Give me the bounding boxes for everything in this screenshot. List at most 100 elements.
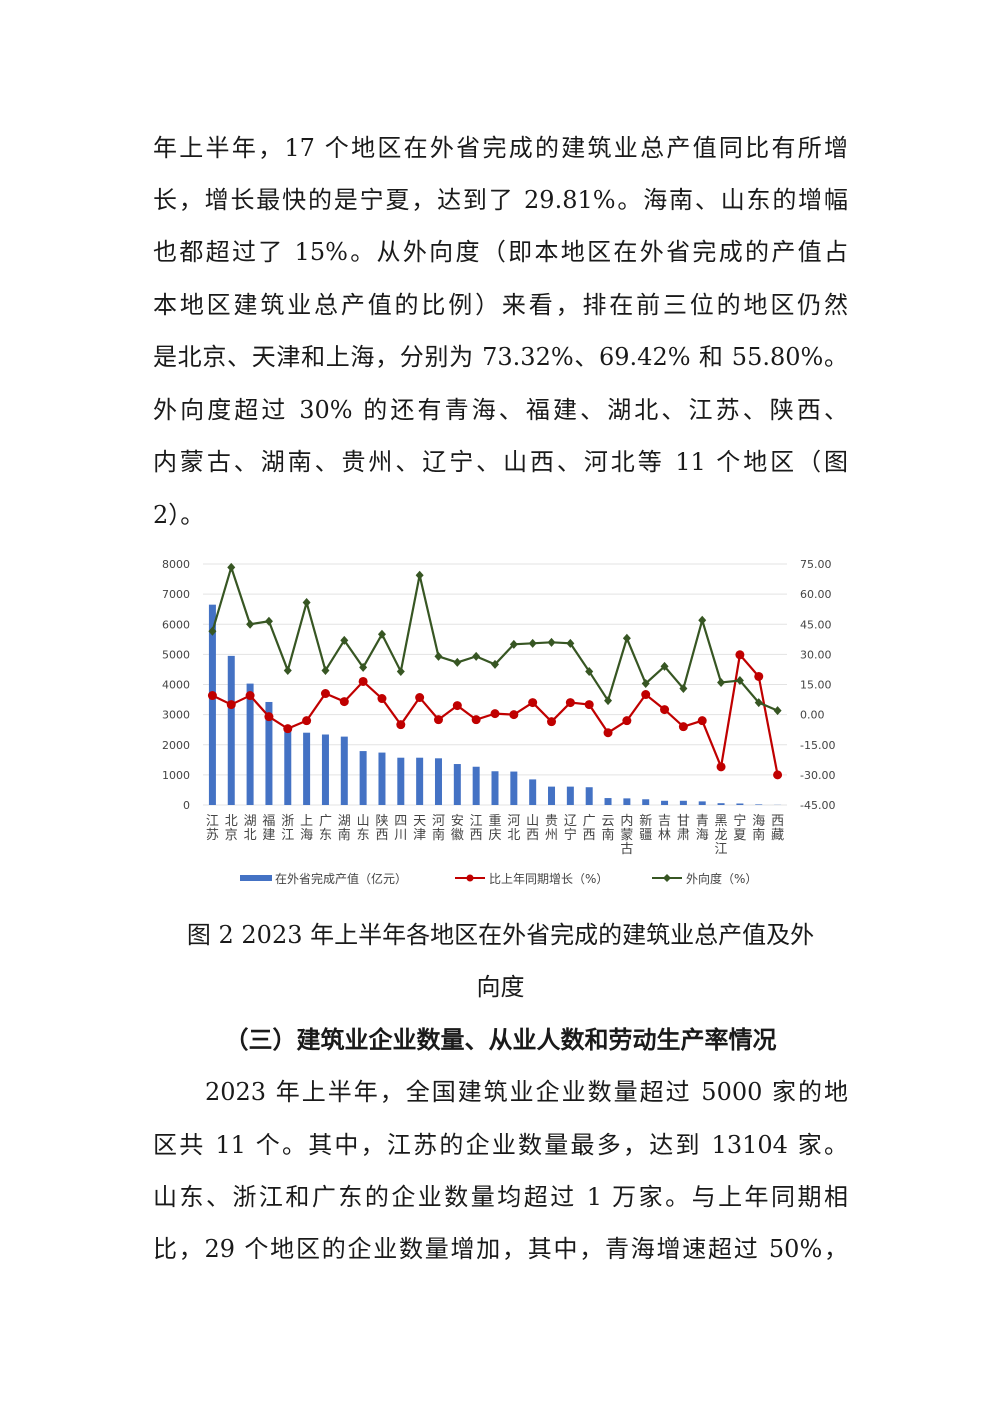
category-label: 宁夏 bbox=[733, 813, 746, 843]
category-label: 新疆 bbox=[639, 813, 652, 843]
point-outward bbox=[604, 696, 613, 706]
right-axis-tick: 15.00 bbox=[800, 679, 832, 692]
point-growth bbox=[471, 715, 481, 725]
text-line: 年上半年，17 个地区在外省完成的建筑业总产值同比有所增 bbox=[153, 134, 848, 162]
text-line: 外向度超过 30% 的还有青海、福建、湖北、江苏、陕西、 bbox=[153, 396, 848, 424]
category-label: 四川 bbox=[394, 814, 407, 843]
point-growth bbox=[509, 710, 519, 720]
point-outward bbox=[321, 665, 330, 675]
bar-output bbox=[321, 734, 329, 805]
bar-output bbox=[208, 604, 216, 805]
left-axis-tick: 1000 bbox=[162, 769, 190, 782]
point-growth bbox=[452, 701, 462, 711]
point-outward bbox=[246, 619, 255, 629]
figure-caption-line-1: 图 2 2023 年上半年各地区在外省完成的建筑业总产值及外 bbox=[186, 921, 815, 949]
bar-output bbox=[604, 798, 612, 805]
category-label: 湖北 bbox=[244, 814, 257, 843]
point-growth bbox=[754, 671, 764, 681]
category-label: 福建 bbox=[262, 814, 275, 843]
left-axis-tick: 4000 bbox=[162, 679, 190, 692]
category-label: 河南 bbox=[432, 814, 445, 843]
point-growth bbox=[622, 716, 632, 726]
point-outward bbox=[679, 684, 688, 694]
point-outward bbox=[509, 639, 518, 649]
left-axis-tick: 8000 bbox=[162, 558, 190, 571]
category-label: 江西 bbox=[470, 814, 483, 843]
text-line: 比，29 个地区的企业数量增加，其中，青海增速超过 50%， bbox=[153, 1235, 848, 1263]
point-growth bbox=[377, 694, 387, 704]
bar-output bbox=[340, 736, 348, 805]
category-label: 江苏 bbox=[206, 814, 219, 843]
point-outward bbox=[453, 657, 462, 667]
text-line: 内蒙古、湖南、贵州、辽宁、山西、河北等 11 个地区（图 bbox=[153, 448, 848, 476]
category-label: 贵州 bbox=[545, 814, 558, 843]
category-label: 浙江 bbox=[281, 814, 294, 843]
point-growth bbox=[245, 691, 255, 701]
point-outward bbox=[773, 706, 782, 716]
category-label: 辽宁 bbox=[564, 814, 577, 843]
point-outward bbox=[547, 637, 556, 647]
chart: 0 -45.00 1000 -30.00 2000 -15.00 3000 0.00 4000 1… bbox=[162, 558, 835, 886]
point-outward bbox=[377, 629, 386, 639]
category-label: 上海 bbox=[300, 814, 313, 843]
category-label: 河北 bbox=[507, 814, 520, 843]
point-growth bbox=[584, 700, 594, 710]
point-growth bbox=[603, 728, 613, 738]
bar-output bbox=[623, 798, 631, 805]
legend-swatch-output bbox=[240, 875, 272, 881]
bar-output bbox=[265, 701, 273, 805]
bar-output bbox=[510, 771, 518, 805]
text-line: 本地区建筑业总产值的比例）来看，排在前三位的地区仍然 bbox=[153, 291, 848, 319]
point-growth bbox=[773, 770, 783, 780]
text-line: 也都超过了 15%。从外向度（即本地区在外省完成的产值占 bbox=[153, 238, 848, 266]
category-label: 甘肃 bbox=[677, 814, 690, 843]
point-outward bbox=[566, 638, 575, 648]
bar-output bbox=[755, 804, 763, 805]
left-axis-tick: 0 bbox=[183, 799, 190, 812]
point-growth bbox=[660, 705, 670, 715]
text-line: 是北京、天津和上海，分别为 73.32%、69.42% 和 55.80%。 bbox=[153, 343, 848, 371]
bar-output bbox=[529, 779, 537, 805]
right-axis-tick: -30.00 bbox=[800, 769, 835, 782]
right-axis-tick: -15.00 bbox=[800, 739, 835, 752]
point-outward bbox=[283, 665, 292, 675]
point-outward bbox=[528, 638, 537, 648]
bar-output bbox=[472, 766, 480, 805]
legend-label-growth: 比上年同期增长（%） bbox=[489, 872, 608, 886]
bar-output bbox=[566, 786, 574, 805]
bar-output bbox=[736, 803, 744, 805]
point-growth bbox=[641, 690, 651, 700]
point-outward bbox=[396, 666, 405, 676]
bar-output bbox=[453, 764, 461, 805]
point-growth bbox=[302, 716, 312, 726]
point-outward bbox=[359, 662, 368, 672]
point-growth bbox=[565, 698, 575, 708]
right-axis-tick: 30.00 bbox=[800, 648, 832, 661]
point-outward bbox=[585, 666, 594, 676]
point-growth bbox=[339, 697, 349, 707]
category-label: 安徽 bbox=[451, 814, 464, 843]
left-axis-tick: 6000 bbox=[162, 618, 190, 631]
right-axis-tick: -45.00 bbox=[800, 799, 835, 812]
bar-output bbox=[378, 752, 386, 805]
category-label: 湖南 bbox=[338, 814, 351, 843]
category-label: 陕西 bbox=[375, 814, 388, 843]
category-label: 山西 bbox=[526, 814, 539, 843]
text-line: 2023 年上半年，全国建筑业企业数量超过 5000 家的地 bbox=[205, 1078, 848, 1106]
point-outward bbox=[472, 651, 481, 661]
point-growth bbox=[358, 676, 368, 686]
point-growth bbox=[697, 716, 707, 726]
right-axis-tick: 0.00 bbox=[800, 709, 825, 722]
bar-output bbox=[548, 786, 556, 805]
category-label: 海南 bbox=[752, 814, 765, 843]
legend-label-outward: 外向度（%） bbox=[686, 871, 757, 886]
bar-output bbox=[284, 726, 292, 805]
point-growth bbox=[396, 720, 406, 730]
legend: 在外省完成产值（亿元） 比上年同期增长（%） 外向度（%） bbox=[240, 871, 757, 886]
bar-output bbox=[642, 799, 650, 805]
figure-caption-line-2: 向度 bbox=[476, 973, 525, 1001]
category-label: 北京 bbox=[225, 814, 238, 843]
category-label: 内蒙古 bbox=[620, 813, 633, 857]
point-growth bbox=[716, 762, 726, 772]
point-outward bbox=[227, 562, 236, 572]
